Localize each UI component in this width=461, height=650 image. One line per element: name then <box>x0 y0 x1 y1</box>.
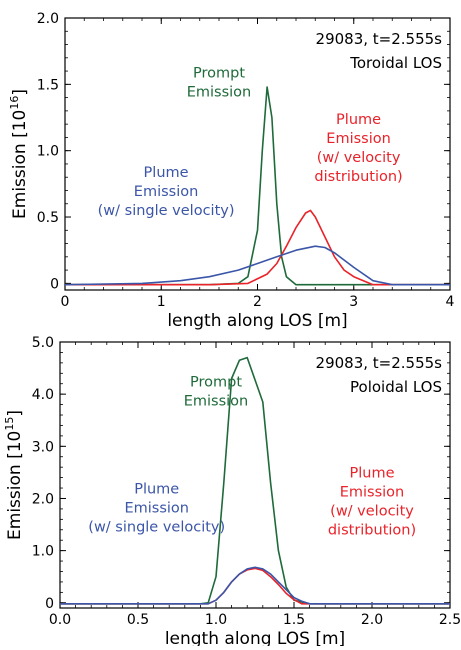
series-line-1 <box>65 86 450 286</box>
x-tick-label: 3 <box>349 294 358 310</box>
x-tick-label: 0.5 <box>127 612 149 628</box>
series-line-2 <box>65 209 450 286</box>
x-tick-label: 0 <box>61 294 70 310</box>
series-label-line: (w/ single velocity) <box>88 519 225 535</box>
series-label-line: Emission <box>187 85 252 101</box>
panel-annotation: 29083, t=2.555s <box>316 354 443 372</box>
series-line-3 <box>60 566 450 605</box>
x-tick-label: 4 <box>446 294 455 310</box>
series-label-line: Emission <box>134 184 199 200</box>
y-tick-label: 2.0 <box>32 491 54 507</box>
y-axis-label-exponent: 16 <box>8 96 21 110</box>
x-tick-label: 2.0 <box>361 612 383 628</box>
y-tick-label: 0 <box>45 596 54 612</box>
y-axis-label: Emission [1016] <box>8 89 30 219</box>
x-tick-label: 1.0 <box>205 612 227 628</box>
series-label-line: Plume <box>134 481 179 497</box>
x-axis-label: length along LOS [m] <box>165 629 345 646</box>
series-label-line: Prompt <box>193 66 245 82</box>
panel-annotation: 29083, t=2.555s <box>316 30 443 48</box>
series-label-line: (w/ velocity <box>330 504 414 520</box>
y-tick-label: 4.0 <box>32 387 54 403</box>
y-tick-label: 0.5 <box>37 210 59 226</box>
series-label-line: (w/ single velocity) <box>98 203 235 219</box>
series-label-line: Emission <box>326 131 391 147</box>
panel-annotation: Poloidal LOS <box>350 378 442 396</box>
series-label-line: Plume <box>144 165 189 181</box>
x-tick-label: 2.5 <box>439 612 461 628</box>
chart-panel-2: 0.0 0.5 1.0 1.5 2.0 2.5 0 1.0 2.0 3.0 4.0 5.0 length… <box>3 335 461 649</box>
y-tick-label: 2.0 <box>37 11 59 27</box>
plot-frame <box>59 341 451 609</box>
series-label-line: Prompt <box>190 374 242 390</box>
y-tick-label: 1.0 <box>37 144 59 160</box>
series-label-line: Plume <box>336 112 381 128</box>
series-label-line: Emission <box>124 500 189 516</box>
x-tick-label: 0.0 <box>49 612 71 628</box>
series-line-2 <box>60 567 450 605</box>
y-axis-label: Emission [1015] <box>3 410 25 540</box>
series-label-line: distribution) <box>328 523 416 539</box>
series-label-line: Emission <box>340 485 405 501</box>
y-tick-label: 0 <box>50 276 59 292</box>
series-label-line: distribution) <box>314 169 402 185</box>
x-tick-label: 1 <box>157 294 166 310</box>
y-axis-label-exponent: 15 <box>3 417 16 431</box>
x-tick-label: 1.5 <box>283 612 305 628</box>
y-tick-label: 3.0 <box>32 439 54 455</box>
y-tick-label: 5.0 <box>32 335 54 351</box>
y-axis-label-text: Emission [10 <box>5 431 25 540</box>
y-axis-label-suffix: ] <box>10 89 30 96</box>
chart-panel-1: 0 1 2 3 4 0 0.5 1.0 1.5 2.0 length along LOS [m] Em… <box>8 11 455 331</box>
series-label-line: Plume <box>349 466 394 482</box>
y-axis-label-suffix: ] <box>5 410 25 417</box>
y-axis-label-text: Emission [10 <box>10 110 30 219</box>
series-line-3 <box>64 245 450 286</box>
x-axis-label: length along LOS [m] <box>167 311 347 331</box>
series-label-line: Emission <box>184 393 249 409</box>
y-tick-label: 1.5 <box>37 77 59 93</box>
series-label-line: (w/ velocity <box>317 150 401 166</box>
panel-annotation: Toroidal LOS <box>349 54 442 72</box>
x-tick-label: 2 <box>253 294 262 310</box>
y-tick-label: 1.0 <box>32 544 54 560</box>
